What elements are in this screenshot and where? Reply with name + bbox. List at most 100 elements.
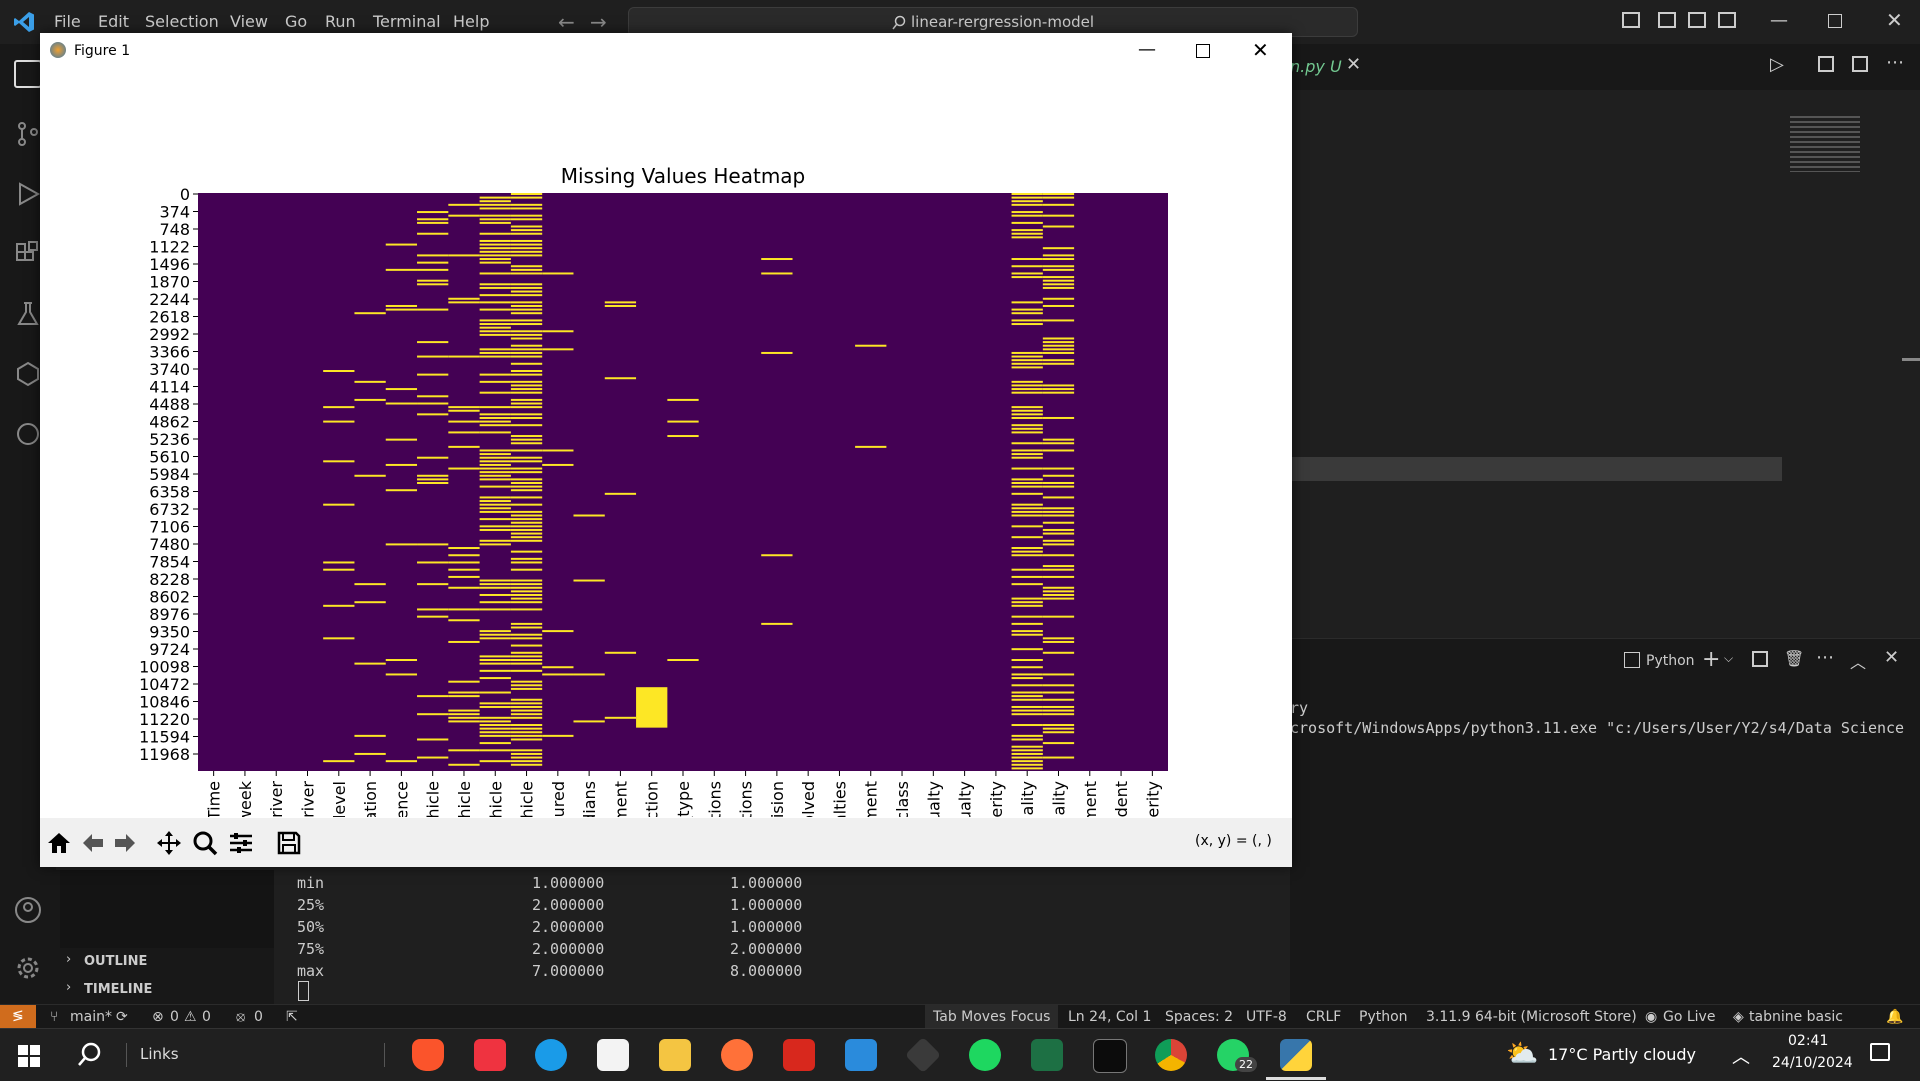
notifications-bell-icon[interactable]: 🔔 <box>1886 1009 1904 1025</box>
go-live[interactable]: Go Live <box>1663 1009 1716 1025</box>
toggle-secondary-sidebar-icon[interactable] <box>1688 12 1706 28</box>
run-python-file-icon[interactable]: ▷ <box>1770 54 1784 75</box>
tab-moves-focus[interactable]: Tab Moves Focus <box>925 1005 1059 1029</box>
close-tab-icon[interactable]: ✕ <box>1346 54 1362 75</box>
taskbar-search-icon[interactable] <box>76 1041 104 1069</box>
toggle-primary-sidebar-icon[interactable] <box>1622 12 1640 28</box>
menu-file[interactable]: File <box>54 12 81 31</box>
manage-gear-icon[interactable] <box>14 954 42 982</box>
figure-maximize-icon[interactable] <box>1196 44 1210 58</box>
edge-devtools-icon[interactable] <box>14 420 42 448</box>
back-arrow-icon[interactable]: ← <box>558 10 575 34</box>
run-debug-icon[interactable] <box>14 180 42 208</box>
maximize-panel-chevron-up-icon[interactable]: ︿ <box>1850 653 1867 672</box>
configure-subplots-icon[interactable] <box>228 830 254 856</box>
timeline-section[interactable]: TIMELINE <box>84 982 153 997</box>
extensions-icon[interactable] <box>14 240 42 268</box>
home-icon[interactable] <box>46 830 72 856</box>
python-app-icon[interactable] <box>1280 1039 1312 1071</box>
minimize-window-icon[interactable]: — <box>1770 10 1788 31</box>
language-mode[interactable]: Python <box>1359 1009 1408 1025</box>
ports-count[interactable]: 0 <box>254 1009 263 1025</box>
encoding[interactable]: UTF-8 <box>1246 1009 1287 1025</box>
cursor-position[interactable]: Ln 24, Col 1 <box>1068 1009 1152 1025</box>
weather-text[interactable]: 17°C Partly cloudy <box>1548 1045 1696 1064</box>
taskbar-links-search[interactable]: Links <box>140 1045 179 1063</box>
close-window-icon[interactable]: ✕ <box>1886 8 1903 32</box>
x-tick-label: ty_class <box>893 781 913 817</box>
outline-chevron-right-icon[interactable]: › <box>66 952 72 967</box>
windows-start-icon[interactable] <box>18 1045 40 1067</box>
acrobat-reader-icon[interactable] <box>783 1039 815 1071</box>
toggle-panel-icon[interactable] <box>1658 12 1676 28</box>
menu-help[interactable]: Help <box>453 12 490 31</box>
compare-changes-icon[interactable] <box>1818 56 1834 72</box>
git-kraken-icon[interactable] <box>904 1036 942 1074</box>
end-of-line[interactable]: CRLF <box>1306 1009 1342 1025</box>
vscode-taskbar-icon[interactable] <box>845 1039 877 1071</box>
indentation[interactable]: Spaces: 2 <box>1165 1009 1234 1025</box>
terminal-icon[interactable] <box>1093 1039 1127 1073</box>
menu-edit[interactable]: Edit <box>98 12 129 31</box>
terminal-shell-icon[interactable] <box>1624 652 1640 668</box>
customize-layout-icon[interactable] <box>1718 12 1736 28</box>
more-actions-icon[interactable]: ⋯ <box>1886 52 1904 73</box>
menu-run[interactable]: Run <box>325 12 356 31</box>
microsoft-store-icon[interactable] <box>597 1039 629 1071</box>
save-figure-icon[interactable] <box>276 830 302 856</box>
outline-section[interactable]: OUTLINE <box>84 954 148 969</box>
scrollbar-marker[interactable] <box>1902 358 1920 361</box>
back-arrow-icon[interactable] <box>80 830 106 856</box>
python-interpreter[interactable]: 3.11.9 64-bit (Microsoft Store) <box>1426 1009 1637 1025</box>
firefox-browser-icon[interactable] <box>721 1039 753 1071</box>
missing-cell <box>1011 258 1043 261</box>
pan-move-icon[interactable] <box>156 830 182 856</box>
zoom-magnifier-icon[interactable] <box>192 830 218 856</box>
kill-terminal-trash-icon[interactable]: 🗑 <box>1784 649 1805 668</box>
menu-terminal[interactable]: Terminal <box>373 12 441 31</box>
tabnine-status[interactable]: tabnine basic <box>1749 1009 1844 1025</box>
panel-more-actions-icon[interactable]: ⋯ <box>1816 647 1834 668</box>
system-tray-chevron-up-icon[interactable]: ︿ <box>1732 1047 1750 1068</box>
file-explorer-icon[interactable] <box>659 1039 691 1071</box>
brave-browser-icon[interactable] <box>412 1039 444 1071</box>
menu-view[interactable]: View <box>230 12 268 31</box>
split-editor-icon[interactable] <box>1852 56 1868 72</box>
spotify-icon[interactable] <box>969 1039 1001 1071</box>
testing-icon[interactable] <box>14 300 42 328</box>
excel-icon[interactable] <box>1031 1039 1063 1071</box>
terminal-shell-label[interactable]: Python <box>1646 653 1695 669</box>
terminal-dropdown-chevron-down-icon[interactable]: ⌵ <box>1724 651 1734 665</box>
layout-toggle-icons[interactable] <box>1622 12 1744 32</box>
missing-cell <box>479 731 511 734</box>
chrome-browser-icon[interactable] <box>1155 1039 1187 1071</box>
edge-browser-icon[interactable] <box>535 1039 567 1071</box>
error-count[interactable]: 0 <box>170 1009 179 1025</box>
timeline-chevron-right-icon[interactable]: › <box>66 980 72 995</box>
menu-go[interactable]: Go <box>285 12 308 31</box>
deezer-app-icon[interactable] <box>474 1039 506 1071</box>
forward-arrow-icon[interactable] <box>112 830 138 856</box>
source-control-icon[interactable] <box>14 120 42 148</box>
restore-window-icon[interactable] <box>1828 14 1842 28</box>
menu-selection[interactable]: Selection <box>145 12 219 31</box>
close-panel-icon[interactable]: ✕ <box>1884 647 1900 668</box>
sync-icon[interactable]: ⟳ <box>116 1009 128 1025</box>
remote-explorer-icon[interactable] <box>14 360 42 388</box>
missing-cell <box>323 370 355 372</box>
accounts-icon[interactable] <box>14 896 42 924</box>
live-share-icon[interactable]: ⇱ <box>286 1009 298 1025</box>
forward-arrow-icon[interactable]: → <box>590 10 607 34</box>
split-terminal-icon[interactable] <box>1752 651 1768 667</box>
git-branch[interactable]: main* <box>70 1009 112 1025</box>
warning-count[interactable]: 0 <box>202 1009 211 1025</box>
notification-center-icon[interactable] <box>1870 1043 1890 1061</box>
editor-tab[interactable]: n.py U <box>1290 57 1342 76</box>
clock-time[interactable]: 02:41 <box>1788 1033 1829 1049</box>
explorer-icon[interactable] <box>14 60 42 88</box>
figure-close-icon[interactable]: ✕ <box>1252 38 1269 62</box>
remote-indicator[interactable]: ≶ <box>0 1005 36 1029</box>
new-terminal-icon[interactable]: + <box>1702 647 1721 672</box>
clock-date[interactable]: 24/10/2024 <box>1772 1055 1853 1071</box>
figure-minimize-icon[interactable]: — <box>1138 39 1156 60</box>
